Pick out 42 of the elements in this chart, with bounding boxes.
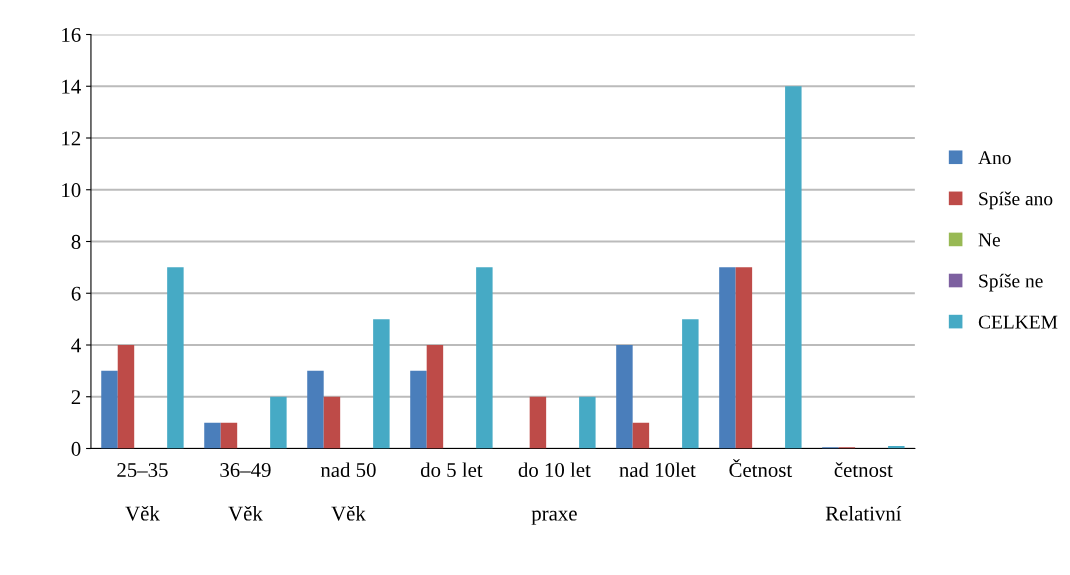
y-tick-label: 14	[62, 79, 81, 94]
bar	[167, 267, 184, 449]
legend-label: Ano	[978, 151, 1011, 165]
bar	[719, 267, 736, 449]
y-tick-label: 10	[62, 183, 81, 198]
y-tick-label: 4	[71, 338, 81, 353]
category-label: do 10 let praxe	[518, 462, 591, 525]
bar	[529, 396, 547, 449]
y-tick-label: 0	[71, 441, 81, 456]
y-tick-label: 2	[71, 390, 81, 404]
legend-label: Ne	[978, 233, 1000, 247]
bar	[735, 267, 753, 449]
bar	[270, 396, 287, 449]
bar	[117, 345, 135, 449]
bar	[101, 370, 118, 449]
y-tick-label: 12	[62, 131, 81, 146]
y-tick-label: 6	[71, 286, 81, 301]
bar	[632, 422, 650, 449]
y-tick-label: 16	[62, 27, 81, 42]
bar	[307, 370, 324, 449]
y-tick-label: 8	[71, 234, 81, 249]
bar	[204, 422, 221, 449]
legend-label: Spíše ne	[979, 273, 1043, 292]
bar	[323, 396, 341, 449]
bar	[616, 345, 633, 449]
bar	[426, 345, 444, 449]
bar	[373, 319, 390, 449]
legend-label: CELKEM	[978, 315, 1058, 329]
legend-label: Spíše ano	[979, 191, 1053, 210]
bar	[785, 86, 802, 449]
category-label: nad 50 Věk	[320, 462, 376, 521]
bar	[682, 319, 699, 449]
x-tick-label: Četnost	[729, 459, 793, 478]
x-tick-label: do 5 let	[420, 462, 483, 478]
x-tick-label: nad 10let	[619, 462, 696, 478]
bar	[476, 267, 493, 449]
bar	[579, 396, 596, 449]
bar	[220, 422, 238, 449]
category-label: četnost Relativní	[825, 462, 902, 521]
bar	[410, 370, 427, 449]
category-label: 36–49 Věk	[220, 463, 271, 521]
category-label: 25–35 Věk	[117, 463, 168, 521]
